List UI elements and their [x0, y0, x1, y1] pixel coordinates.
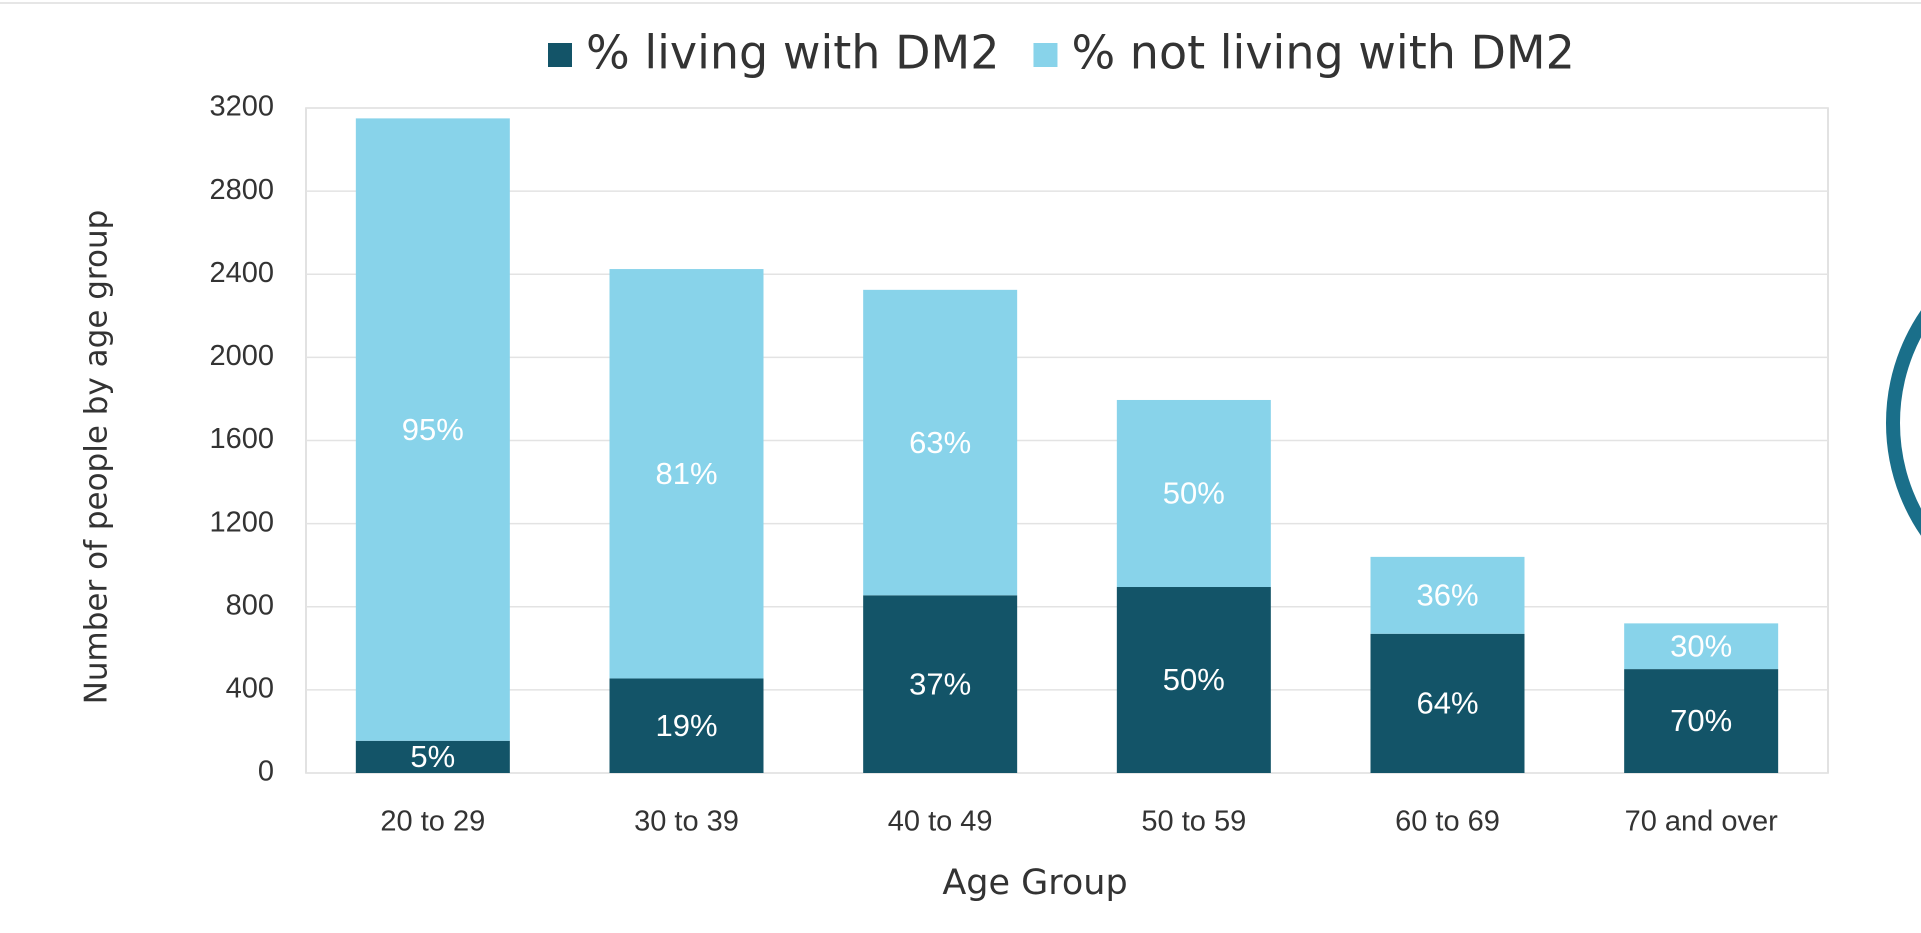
data-label: 36% [1416, 578, 1478, 613]
y-tick-label: 2000 [209, 340, 274, 372]
bar-segment [609, 269, 764, 679]
y-tick-label: 3200 [209, 91, 274, 123]
bar-segment [355, 118, 510, 741]
y-tick-label: 0 [258, 756, 274, 788]
legend-label: % living with DM2 [586, 26, 999, 80]
y-tick-label: 1200 [209, 506, 274, 538]
decorative-ring [1886, 310, 1921, 536]
bar-segment [609, 678, 764, 773]
legend-swatch [1033, 43, 1058, 67]
bar-segment [1370, 556, 1525, 634]
data-label: 95% [402, 412, 464, 447]
data-label: 30% [1670, 628, 1732, 663]
y-tick-label: 2400 [209, 257, 274, 289]
y-tick-label: 2800 [209, 174, 274, 206]
data-label: 81% [655, 456, 717, 491]
bar-segment [1624, 623, 1779, 670]
bar-segment [1624, 669, 1779, 773]
bar-segment [1116, 587, 1271, 773]
x-tick-label: 70 and over [1625, 806, 1779, 838]
data-label: 63% [909, 425, 971, 460]
y-tick-label: 1600 [209, 423, 274, 455]
x-axis-title: Age Group [942, 863, 1127, 903]
legend-swatch [548, 43, 572, 67]
x-tick-label: 30 to 39 [634, 806, 739, 838]
bar-segment [355, 740, 510, 773]
y-tick-label: 400 [226, 673, 274, 705]
x-tick-label: 50 to 59 [1141, 806, 1246, 838]
data-label: 50% [1163, 476, 1225, 511]
bar-segment [863, 289, 1018, 596]
legend-label: % not living with DM2 [1071, 26, 1574, 80]
x-tick-label: 40 to 49 [888, 806, 993, 838]
data-label: 70% [1670, 703, 1732, 738]
bar-segment [1370, 633, 1525, 773]
y-axis-title: Number of people by age group [79, 210, 115, 705]
bar-segment [1116, 399, 1271, 588]
x-tick-label: 20 to 29 [380, 806, 485, 838]
data-label: 50% [1163, 662, 1225, 697]
data-label: 5% [410, 739, 455, 774]
data-label: 19% [655, 708, 717, 743]
y-tick-label: 800 [226, 589, 274, 621]
x-tick-label: 60 to 69 [1395, 806, 1500, 838]
data-label: 37% [909, 666, 971, 701]
bar-segment [863, 595, 1018, 773]
data-label: 64% [1416, 686, 1478, 721]
